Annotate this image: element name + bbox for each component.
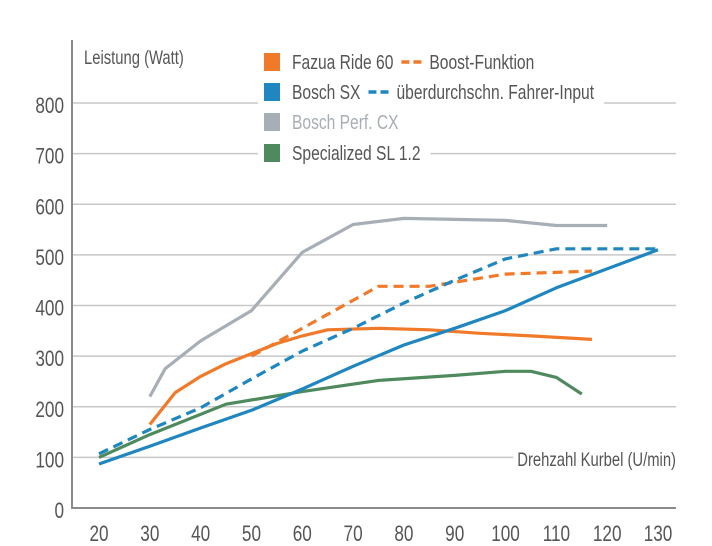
x-tick-label: 120 xyxy=(593,522,622,546)
legend-bg xyxy=(258,78,605,106)
legend-item: Specialized SL 1.2 xyxy=(258,139,431,167)
x-tick-label: 20 xyxy=(89,522,108,546)
y-tick-label: 100 xyxy=(35,448,64,473)
x-axis-title: Drehzahl Kurbel (U/min) xyxy=(517,449,676,470)
x-tick-label: 90 xyxy=(445,522,464,546)
legend-label: Specialized SL 1.2 xyxy=(292,142,421,164)
y-tick-label: 600 xyxy=(35,195,64,220)
series-lines xyxy=(98,216,659,466)
legend: Fazua Ride 60 Boost-Funktion Bosch SX überd… xyxy=(258,48,605,167)
legend-bg xyxy=(258,108,409,136)
legend-label: Bosch SX xyxy=(292,81,360,103)
x-title-bg xyxy=(513,448,678,470)
y-tick-label: 300 xyxy=(35,347,64,372)
series-line-boost-funktion xyxy=(250,269,592,358)
legend-item: Fazua Ride 60 Boost-Funktion xyxy=(258,48,545,76)
series-line-bosch-perf-cx xyxy=(148,216,608,398)
x-tick-label: 60 xyxy=(293,522,312,546)
x-tick-label: 110 xyxy=(543,522,570,546)
legend-dash-label: Boost-Funktion xyxy=(429,51,534,73)
y-tick-label: 800 xyxy=(35,94,64,119)
legend-swatch xyxy=(264,113,280,131)
legend-swatch xyxy=(264,53,280,71)
series-line-specialized-sl-1-2 xyxy=(98,369,583,459)
axes: 0 100 200 300 400 500 600 700 800 20 30 40 50 60 70 80 9… xyxy=(35,40,678,546)
legend-swatch xyxy=(264,83,280,101)
x-tick-label: 30 xyxy=(140,522,159,546)
series-line-bosch-sx xyxy=(98,248,659,466)
x-tick-label: 100 xyxy=(491,522,520,546)
y-tick-label: 500 xyxy=(35,246,64,271)
legend-label: Bosch Perf. CX xyxy=(292,111,399,133)
legend-dash-label: überdurchschn. Fahrer-Input xyxy=(396,81,594,103)
series-line-fazua-ride-60 xyxy=(148,326,592,426)
legend-item: Bosch Perf. CX xyxy=(258,108,409,136)
series-line--berdurchschn-fahrer-input xyxy=(98,247,658,456)
legend-item: Bosch SX überdurchschn. Fahrer-Input xyxy=(258,78,605,106)
y-axis-title: Leistung (Watt) xyxy=(84,47,184,68)
legend-bg xyxy=(258,139,431,167)
y-tick-label: 400 xyxy=(35,297,64,322)
legend-bg xyxy=(258,48,545,76)
legend-label: Fazua Ride 60 xyxy=(292,51,393,73)
x-tick-label: 130 xyxy=(644,522,673,546)
x-tick-label: 80 xyxy=(394,522,413,546)
legend-swatch xyxy=(264,144,280,162)
y-tick-label: 0 xyxy=(54,499,64,524)
y-tick-label: 700 xyxy=(35,145,64,170)
y-tick-label: 200 xyxy=(35,398,64,423)
x-tick-label: 40 xyxy=(191,522,210,546)
x-tick-label: 50 xyxy=(242,522,261,546)
x-tick-label: 70 xyxy=(344,522,363,546)
